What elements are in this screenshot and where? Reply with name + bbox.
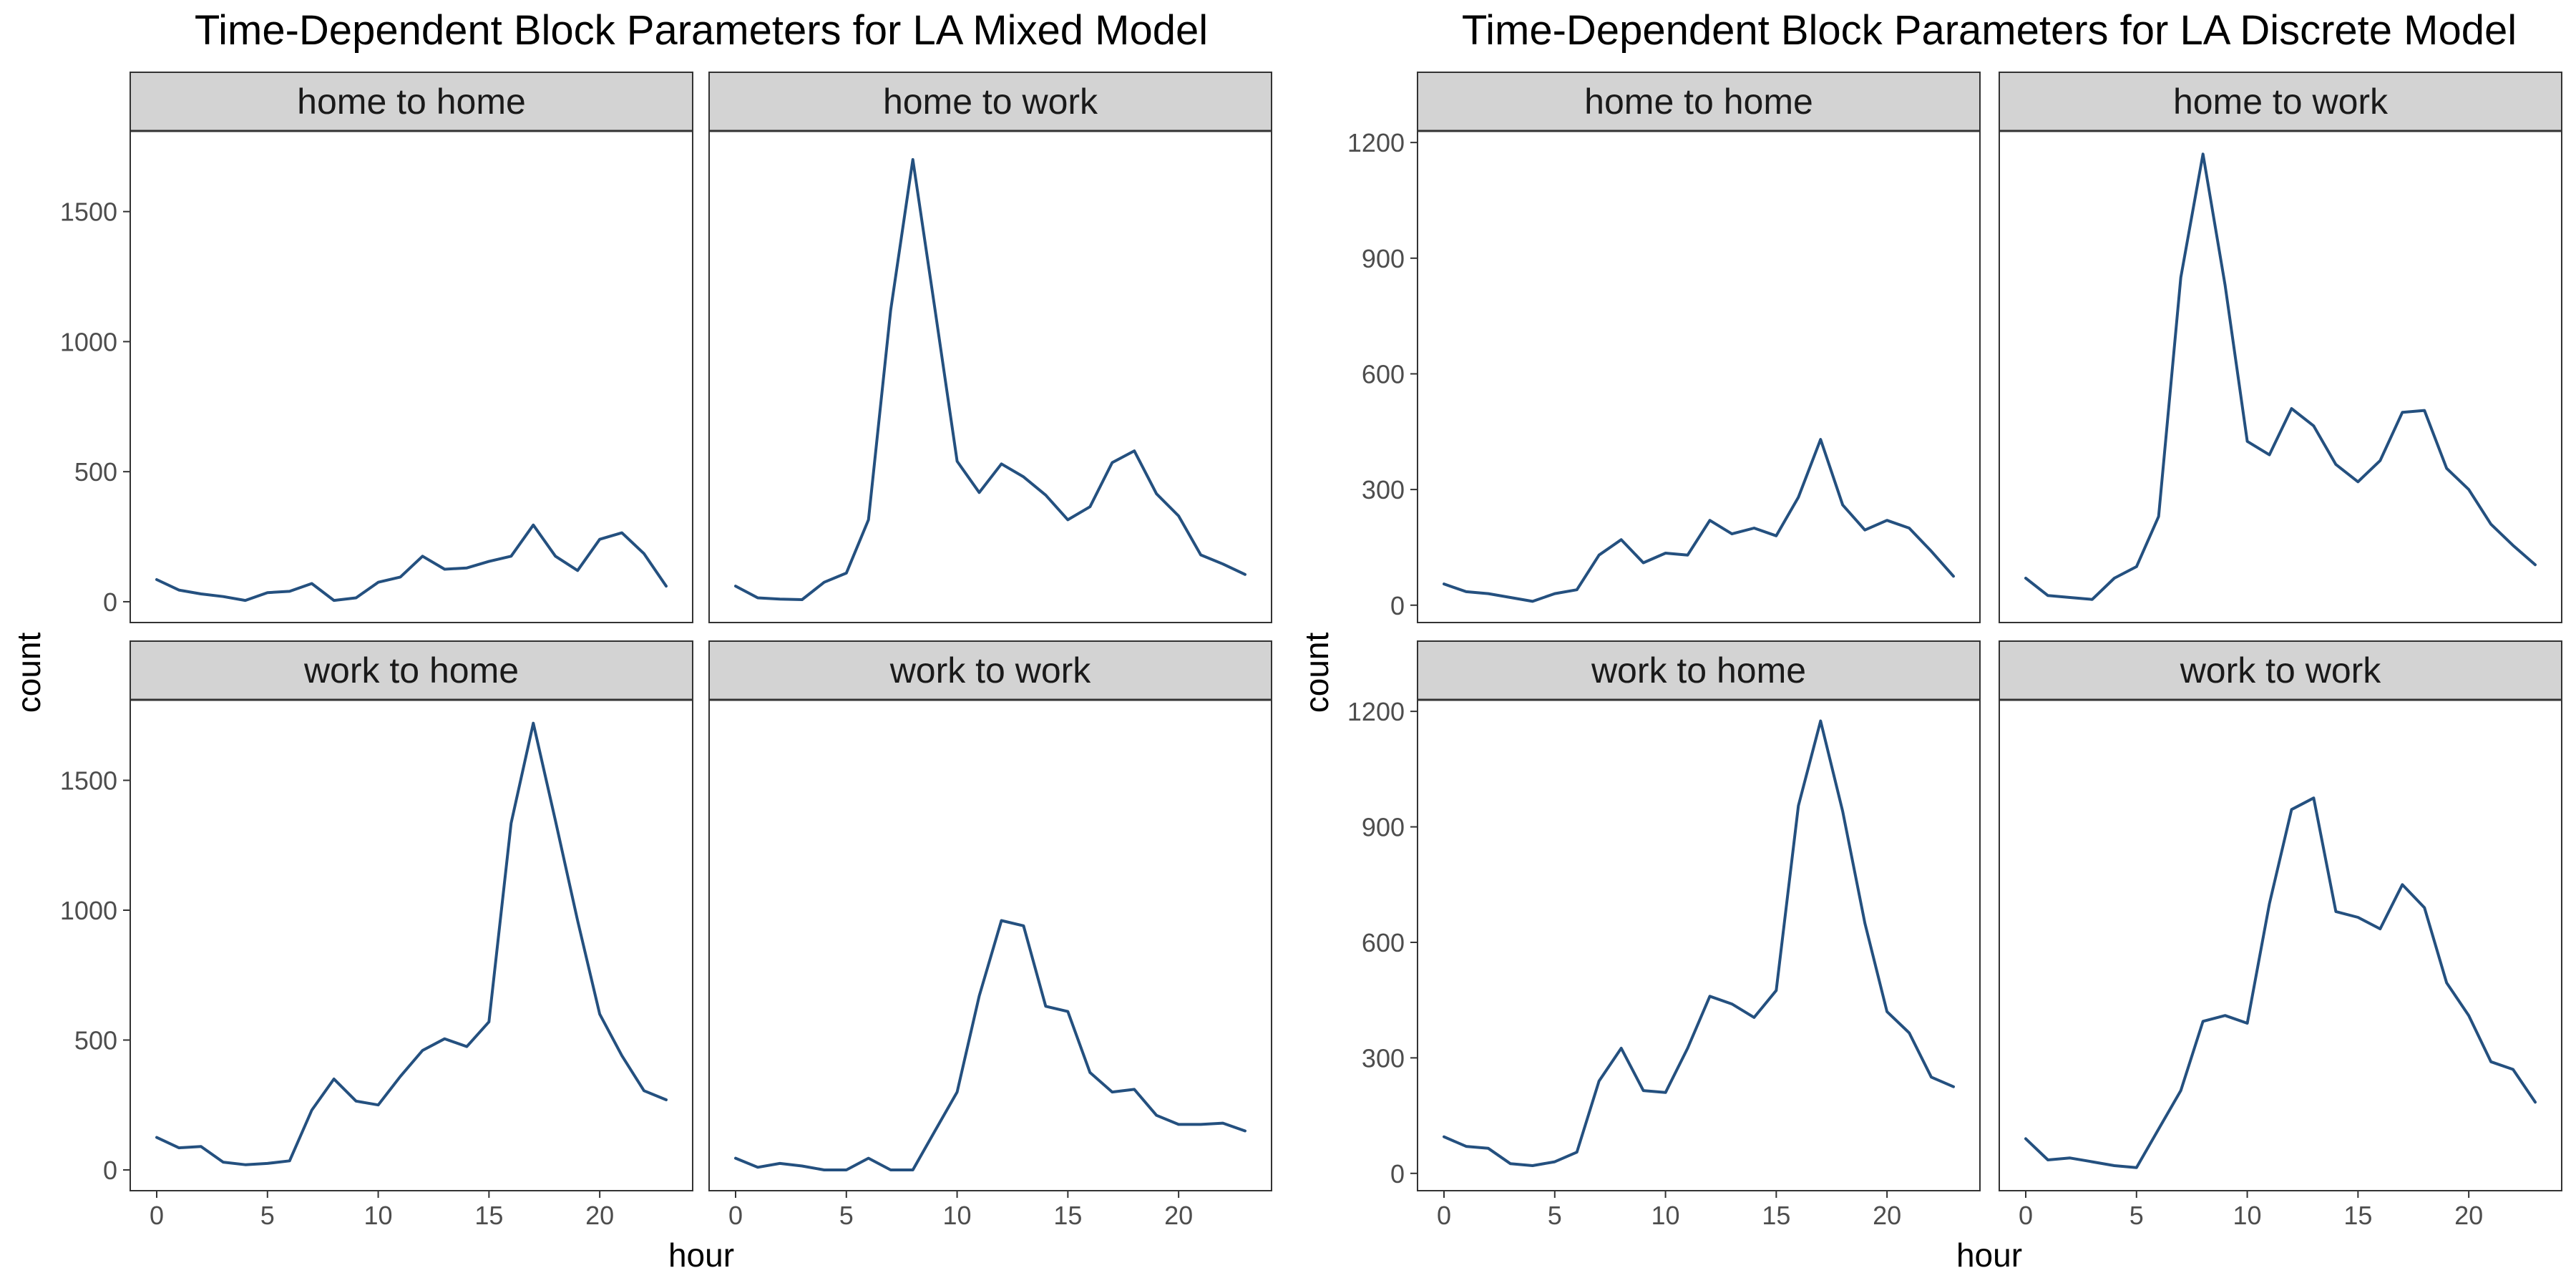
panel-border bbox=[130, 699, 693, 1191]
x-tick-label: 20 bbox=[1164, 1201, 1193, 1230]
x-tick-label: 15 bbox=[474, 1201, 503, 1230]
panel-border bbox=[1417, 699, 1981, 1191]
panel-border bbox=[1999, 699, 2562, 1191]
y-axis-title: count bbox=[1298, 633, 1335, 713]
y-tick-label: 1000 bbox=[60, 896, 117, 925]
panel-border bbox=[130, 130, 693, 623]
y-tick-label: 500 bbox=[74, 1025, 117, 1055]
x-tick-label: 5 bbox=[839, 1201, 854, 1230]
y-tick-label: 1500 bbox=[60, 197, 117, 227]
series-line bbox=[2024, 796, 2537, 1169]
y-tick-label: 300 bbox=[1362, 1043, 1405, 1073]
panel-border bbox=[708, 130, 1272, 623]
series-line bbox=[2024, 152, 2537, 601]
facet-panel: home to work bbox=[708, 72, 1272, 623]
y-axis-title: count bbox=[10, 633, 47, 713]
x-tick-label: 15 bbox=[2343, 1201, 2372, 1230]
series-line bbox=[1443, 438, 1955, 603]
facet-strip bbox=[1417, 72, 1981, 132]
y-tick-label: 900 bbox=[1362, 813, 1405, 842]
facet-strip-label: home to home bbox=[1584, 82, 1813, 122]
discrete-model-chart: Time-Dependent Block Parameters for LA D… bbox=[1298, 7, 2562, 1274]
facet-strip-label: work to home bbox=[1591, 650, 1806, 691]
x-tick-label: 15 bbox=[1762, 1201, 1790, 1230]
facet-strip bbox=[1999, 72, 2562, 132]
x-tick-label: 5 bbox=[1548, 1201, 1562, 1230]
facet-strip bbox=[130, 640, 693, 701]
x-tick-label: 0 bbox=[728, 1201, 743, 1230]
y-tick-label: 0 bbox=[103, 1156, 117, 1185]
panel-border bbox=[1417, 130, 1981, 623]
facet-strip bbox=[130, 72, 693, 132]
facet-panel: work to work 0 5 10 15 20 bbox=[1999, 640, 2562, 1230]
series-line bbox=[734, 158, 1246, 601]
facet-strip-label: work to work bbox=[2180, 650, 2382, 691]
y-tick-label: 1500 bbox=[60, 766, 117, 796]
x-tick-label: 5 bbox=[2129, 1201, 2144, 1230]
x-tick-label: 20 bbox=[2454, 1201, 2483, 1230]
y-tick-label: 1200 bbox=[1347, 128, 1405, 157]
facet-strip-label: home to work bbox=[883, 82, 1098, 122]
x-tick-label: 10 bbox=[2233, 1201, 2262, 1230]
x-axis-title: hour bbox=[668, 1236, 734, 1274]
facet-panel: work to home 0 500 1000 1500 0 5 10 15 20 bbox=[60, 640, 693, 1230]
y-tick-label: 0 bbox=[1390, 1159, 1405, 1189]
series-line bbox=[155, 523, 668, 602]
x-tick-label: 10 bbox=[364, 1201, 393, 1230]
x-axis-title: hour bbox=[1956, 1236, 2022, 1274]
x-tick-label: 20 bbox=[1873, 1201, 1901, 1230]
series-line bbox=[1443, 719, 1955, 1167]
y-tick-label: 300 bbox=[1362, 475, 1405, 504]
facet-strip-label: home to work bbox=[2173, 82, 2389, 122]
facet-strip bbox=[1417, 640, 1981, 701]
chart-title: Time-Dependent Block Parameters for LA M… bbox=[195, 7, 1208, 54]
y-tick-label: 900 bbox=[1362, 244, 1405, 273]
facet-panel: home to home 0 300 600 900 1200 bbox=[1347, 72, 1981, 623]
chart-title: Time-Dependent Block Parameters for LA D… bbox=[1462, 7, 2517, 54]
facet-panel: work to home 0 300 600 900 1200 0 5 10 15 20 bbox=[1347, 640, 1981, 1230]
x-tick-label: 10 bbox=[943, 1201, 972, 1230]
x-tick-label: 0 bbox=[150, 1201, 164, 1230]
x-tick-label: 0 bbox=[1437, 1201, 1451, 1230]
facet-strip-label: home to home bbox=[297, 82, 526, 122]
y-tick-label: 0 bbox=[1390, 591, 1405, 620]
facet-strip bbox=[708, 72, 1272, 132]
y-tick-label: 1000 bbox=[60, 327, 117, 356]
y-tick-label: 500 bbox=[74, 457, 117, 487]
y-tick-label: 0 bbox=[103, 587, 117, 617]
facet-strip-label: work to work bbox=[889, 650, 1092, 691]
series-line bbox=[155, 721, 668, 1166]
x-tick-label: 0 bbox=[2019, 1201, 2033, 1230]
x-tick-label: 20 bbox=[585, 1201, 614, 1230]
y-tick-label: 1200 bbox=[1347, 697, 1405, 726]
facet-strip bbox=[1999, 640, 2562, 701]
x-tick-label: 10 bbox=[1652, 1201, 1680, 1230]
mixed-model-chart: Time-Dependent Block Parameters for LA M… bbox=[10, 7, 1272, 1274]
facet-strip bbox=[708, 640, 1272, 701]
facet-panel: work to work 0 5 10 15 20 bbox=[708, 640, 1272, 1230]
panel-border bbox=[708, 699, 1272, 1191]
x-tick-label: 15 bbox=[1053, 1201, 1082, 1230]
y-tick-label: 600 bbox=[1362, 928, 1405, 957]
series-line bbox=[734, 919, 1246, 1171]
facet-panel: home to work bbox=[1999, 72, 2562, 623]
facet-strip-label: work to home bbox=[303, 650, 519, 691]
facet-panel: home to home 0 500 1000 1500 bbox=[60, 72, 693, 623]
panel-border bbox=[1999, 130, 2562, 623]
y-tick-label: 600 bbox=[1362, 359, 1405, 389]
x-tick-label: 5 bbox=[260, 1201, 275, 1230]
